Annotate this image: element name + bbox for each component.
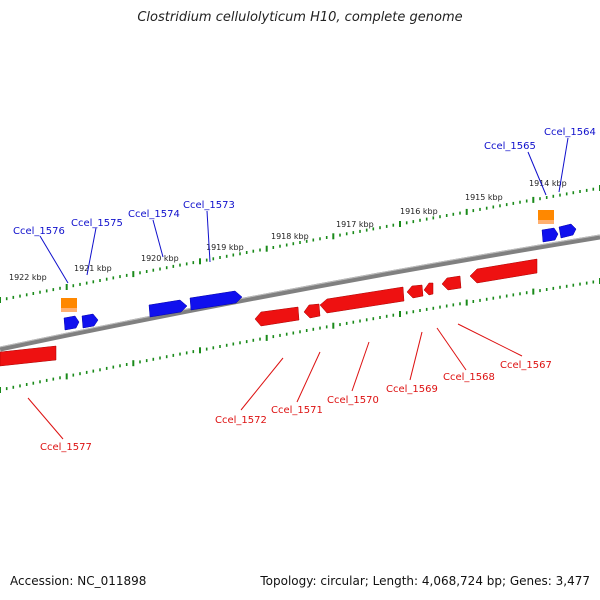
ruler-label-1918: 1918 kbp xyxy=(271,232,309,241)
ruler-labels: 1914 kbp 1915 kbp 1916 kbp 1917 kbp 1918… xyxy=(9,179,567,282)
gene-Ccel_1573[interactable] xyxy=(189,290,243,311)
ruler-label-1915: 1915 kbp xyxy=(465,193,503,202)
label-Ccel_1575[interactable]: Ccel_1575 xyxy=(71,218,123,229)
genome-summary-text: Topology: circular; Length: 4,068,724 bp… xyxy=(260,574,590,588)
ruler-label-1916: 1916 kbp xyxy=(400,207,438,216)
map-title: Clostridium cellulolyticum H10, complete… xyxy=(137,10,463,25)
forward-gene-labels: Ccel_1564 Ccel_1565 Ccel_1573 Ccel_1574 … xyxy=(13,127,596,237)
gene-Ccel_1576[interactable] xyxy=(63,315,80,331)
gene-Ccel_1567[interactable] xyxy=(469,258,538,284)
gene-Ccel_1572[interactable] xyxy=(254,306,300,327)
leader-Ccel_1567 xyxy=(457,323,523,357)
leader-Ccel_1571 xyxy=(296,351,321,403)
rna-gene-right[interactable] xyxy=(538,210,554,222)
ruler-label-1921: 1921 kbp xyxy=(74,264,112,273)
rna-gene-left-shadow xyxy=(61,308,77,312)
genome-backbone-highlight xyxy=(0,234,600,348)
gene-Ccel_1569b[interactable] xyxy=(406,284,424,299)
leader-Ccel_1577 xyxy=(27,397,64,440)
ruler-label-1919: 1919 kbp xyxy=(206,243,244,252)
gene-Ccel_1564[interactable] xyxy=(558,223,577,239)
label-Ccel_1570[interactable]: Ccel_1570 xyxy=(327,395,379,406)
leader-Ccel_1575 xyxy=(86,227,97,276)
gene-Ccel_1569[interactable] xyxy=(423,282,434,296)
label-Ccel_1567[interactable]: Ccel_1567 xyxy=(500,360,552,371)
reverse-leader-lines xyxy=(27,323,523,440)
leader-Ccel_1572 xyxy=(240,357,284,411)
label-Ccel_1571[interactable]: Ccel_1571 xyxy=(271,405,323,416)
ruler-label-1914: 1914 kbp xyxy=(529,179,567,188)
gene-Ccel_1570[interactable] xyxy=(319,286,405,314)
genome-backbone xyxy=(0,234,600,352)
upper-ruler xyxy=(0,185,600,303)
label-Ccel_1565[interactable]: Ccel_1565 xyxy=(484,141,536,152)
rna-gene-right-shadow xyxy=(538,220,554,224)
gene-Ccel_1577[interactable] xyxy=(0,345,57,367)
gene-Ccel_1575[interactable] xyxy=(81,313,99,329)
lower-ruler xyxy=(0,278,600,393)
label-Ccel_1564[interactable]: Ccel_1564 xyxy=(544,127,596,138)
gene-Ccel_1571[interactable] xyxy=(303,303,321,319)
accession-text: Accession: NC_011898 xyxy=(10,574,147,588)
label-Ccel_1572[interactable]: Ccel_1572 xyxy=(215,415,267,426)
forward-genes xyxy=(63,223,577,331)
leader-Ccel_1568 xyxy=(436,327,467,371)
reverse-gene-labels: Ccel_1567 Ccel_1568 Ccel_1569 Ccel_1570 … xyxy=(40,360,552,453)
label-Ccel_1577[interactable]: Ccel_1577 xyxy=(40,442,92,453)
leader-Ccel_1564 xyxy=(558,137,569,193)
gene-Ccel_1568[interactable] xyxy=(441,275,462,291)
leader-Ccel_1576 xyxy=(39,235,69,284)
ruler-label-1922: 1922 kbp xyxy=(9,273,47,282)
ruler-label-1917: 1917 kbp xyxy=(336,220,374,229)
leader-Ccel_1573 xyxy=(206,210,211,263)
label-Ccel_1568[interactable]: Ccel_1568 xyxy=(443,372,495,383)
rna-gene-left[interactable] xyxy=(61,298,77,310)
ruler-label-1920: 1920 kbp xyxy=(141,254,179,263)
label-Ccel_1574[interactable]: Ccel_1574 xyxy=(128,209,180,220)
gene-Ccel_1565[interactable] xyxy=(541,227,559,243)
leader-Ccel_1574 xyxy=(152,219,164,258)
label-Ccel_1569[interactable]: Ccel_1569 xyxy=(386,384,438,395)
reverse-genes xyxy=(0,258,538,367)
gene-Ccel_1574[interactable] xyxy=(148,299,188,318)
rna-genes xyxy=(61,210,554,312)
leader-Ccel_1570 xyxy=(351,341,370,392)
label-Ccel_1576[interactable]: Ccel_1576 xyxy=(13,226,65,237)
leader-Ccel_1569 xyxy=(409,331,423,381)
forward-leader-lines xyxy=(39,137,569,284)
label-Ccel_1573[interactable]: Ccel_1573 xyxy=(183,200,235,211)
leader-Ccel_1565 xyxy=(527,151,547,196)
